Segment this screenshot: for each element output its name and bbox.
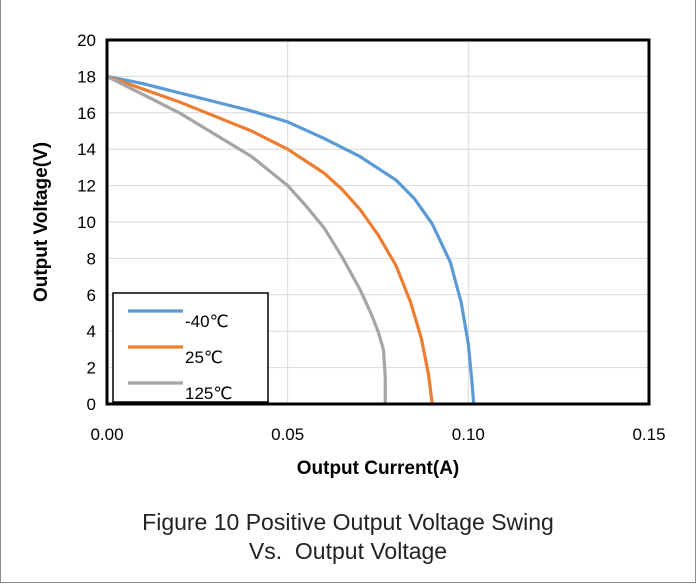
y-tick-label: 6 (87, 286, 96, 305)
series-line-1 (105, 74, 476, 406)
plot-area-border (105, 38, 651, 406)
x-tick-label: 0.10 (452, 425, 485, 444)
x-tick-label: 0.05 (271, 425, 304, 444)
x-axis-label: Output Current(A) (297, 458, 460, 479)
y-tick-label: 4 (87, 322, 96, 341)
series-lines (105, 74, 476, 406)
y-tick-label: 16 (77, 104, 96, 123)
y-tick-label: 14 (77, 140, 96, 159)
y-tick-label: 20 (77, 31, 96, 50)
y-tick-label: 2 (87, 359, 96, 378)
legend-label-1: -40℃ (185, 312, 229, 331)
legend-label-3: 125℃ (185, 384, 232, 403)
x-tick-labels: 0.00 0.05 0.10 0.15 (90, 425, 665, 444)
y-tick-label: 10 (77, 213, 96, 232)
caption-line-1: Figure 10 Positive Output Voltage Swing (142, 509, 554, 535)
y-tick-labels: 0 2 4 6 8 10 12 14 16 18 20 (77, 31, 96, 414)
legend-label-2: 25℃ (185, 348, 223, 367)
y-axis-label: Output Voltage(V) (31, 142, 52, 302)
series-line-2 (105, 74, 434, 406)
y-tick-label: 18 (77, 67, 96, 86)
y-tick-label: 0 (87, 395, 96, 414)
output-voltage-swing-chart: 0 2 4 6 8 10 12 14 16 18 20 0.00 0.05 0.10 0.15 Outpu… (31, 31, 666, 479)
x-tick-label: 0.00 (90, 425, 123, 444)
x-tick-label: 0.15 (632, 425, 665, 444)
y-tick-label: 12 (77, 177, 96, 196)
legend: -40℃ 25℃ 125℃ (112, 292, 269, 403)
caption-line-2: Vs. Output Voltage (248, 538, 448, 564)
y-tick-label: 8 (87, 249, 96, 268)
figure-caption: Figure 10 Positive Output Voltage Swing … (0, 508, 696, 566)
series-line-3 (105, 74, 387, 406)
